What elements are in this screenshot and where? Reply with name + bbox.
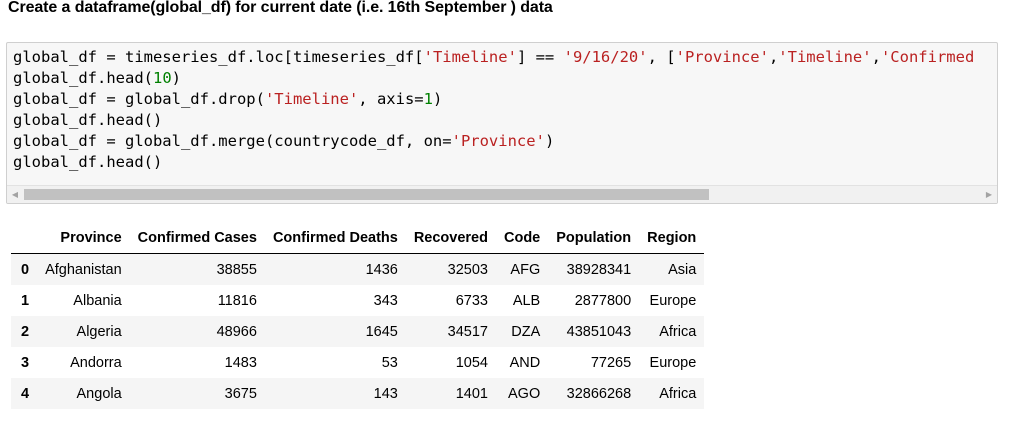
column-header: Province (37, 222, 130, 254)
table-row: 4 Angola 3675 143 1401 AGO 32866268 Africa (11, 378, 705, 409)
table-cell: 48966 (216, 323, 257, 340)
code-token: 1 (423, 90, 433, 108)
table-cell: 6733 (455, 292, 488, 309)
index-header (11, 222, 38, 254)
table-cell: 11816 (217, 292, 257, 309)
table-cell: 1483 (224, 354, 257, 371)
table-cell: Andorra (70, 354, 122, 371)
table-row: 0 Afghanistan 38855 1436 32503 AFG 38928341 Asi… (11, 253, 705, 285)
column-header: Confirmed Deaths (264, 222, 406, 254)
code-line: global_df.head(10) (13, 68, 997, 89)
markdown-heading: Create a dataframe(global_df) for curren… (8, 0, 553, 16)
row-index: 4 (21, 385, 30, 402)
table-cell: 1645 (365, 323, 398, 340)
column-header: Code (495, 222, 549, 254)
table-row: 1 Albania 11816 343 6733 ALB 2877800 Europe (11, 285, 705, 316)
table-cell: 143 (373, 385, 398, 402)
column-header: Population (548, 222, 640, 254)
table-cell: Algeria (76, 323, 122, 340)
code-editor[interactable]: global_df = timeseries_df.loc[timeseries… (13, 47, 997, 183)
code-token: global_df = timeseries_df.loc[timeseries… (13, 48, 424, 66)
table-cell: AGO (508, 385, 541, 402)
table-cell: 34517 (447, 323, 488, 340)
column-header: Region (639, 222, 705, 254)
column-header: Confirmed Cases (129, 222, 265, 254)
code-token: 'Province' (451, 132, 545, 150)
table-row: 2 Algeria 48966 1645 34517 DZA 43851043 Africa (11, 316, 705, 347)
code-token: global_df.head( (13, 69, 153, 87)
table-cell: AFG (510, 261, 541, 278)
code-line: global_df.head() (13, 110, 997, 131)
code-token: , axis= (358, 90, 424, 108)
code-token: , (768, 48, 779, 66)
code-line: global_df = global_df.drop('Timeline', a… (13, 89, 997, 110)
code-token: global_df.head() (13, 111, 163, 129)
table-cell: DZA (511, 323, 541, 340)
table-cell: Africa (659, 385, 697, 402)
table-cell: 38855 (216, 261, 257, 278)
table-cell: 32503 (447, 261, 488, 278)
code-line: global_df.head() (13, 152, 997, 173)
table-cell: 3675 (224, 385, 257, 402)
table-row: 3 Andorra 1483 53 1054 AND 77265 Europe (11, 347, 705, 378)
code-token: 'Province' (675, 48, 769, 66)
scrollbar-thumb[interactable] (24, 189, 709, 200)
code-line: global_df = timeseries_df.loc[timeseries… (13, 47, 997, 68)
table-cell: 53 (381, 354, 398, 371)
table-cell: Asia (668, 261, 697, 278)
table-cell: 38928341 (566, 261, 632, 278)
code-token: , [ (647, 48, 676, 66)
row-index: 1 (21, 292, 30, 309)
code-token: ] == (516, 48, 564, 66)
row-index: 3 (21, 354, 30, 371)
dataframe-output: Province Confirmed Cases Confirmed Deaths R… (11, 222, 705, 409)
table-cell: Africa (659, 323, 697, 340)
code-token: 'Timeline' (264, 90, 359, 108)
horizontal-scrollbar[interactable]: ◀ ▶ (7, 185, 997, 203)
table-cell: 1401 (455, 385, 488, 402)
table-cell: Angola (76, 385, 122, 402)
table-cell: Albania (73, 292, 122, 309)
table-cell: AND (509, 354, 541, 371)
code-token: ) (544, 132, 555, 150)
table-cell: 2877800 (574, 292, 632, 309)
code-token: global_df.head() (13, 153, 163, 171)
table-cell: 1436 (365, 261, 398, 278)
table-cell: Europe (649, 354, 697, 371)
code-token: global_df = global_df.merge(countrycode_… (13, 132, 452, 150)
code-token: , (871, 48, 881, 66)
code-token: global_df = global_df.drop( (13, 90, 265, 108)
code-token: ) (171, 69, 181, 87)
table-cell: 343 (373, 292, 398, 309)
table-cell: 32866268 (566, 385, 632, 402)
row-index: 2 (21, 323, 30, 340)
code-line: global_df = global_df.merge(countrycode_… (13, 131, 997, 152)
code-token: '9/16/20' (563, 48, 648, 66)
code-cell[interactable]: global_df = timeseries_df.loc[timeseries… (6, 42, 998, 204)
table-header-row: Province Confirmed Cases Confirmed Deaths R… (11, 222, 705, 254)
table-cell: 43851043 (566, 323, 632, 340)
table-cell: ALB (512, 292, 541, 309)
code-token: 10 (152, 69, 172, 87)
code-token: ) (432, 90, 443, 108)
scroll-right-icon[interactable]: ▶ (985, 190, 993, 199)
column-header: Recovered (405, 222, 496, 254)
code-token: 'Timeline' (778, 48, 872, 66)
table-cell: 77265 (590, 354, 632, 371)
table-cell: Europe (649, 292, 697, 309)
scroll-left-icon[interactable]: ◀ (11, 190, 19, 199)
row-index: 0 (21, 261, 30, 278)
code-token: 'Confirmed (880, 48, 975, 66)
code-token: 'Timeline' (423, 48, 517, 66)
table-cell: Afghanistan (45, 261, 122, 278)
table-cell: 1054 (455, 354, 488, 371)
